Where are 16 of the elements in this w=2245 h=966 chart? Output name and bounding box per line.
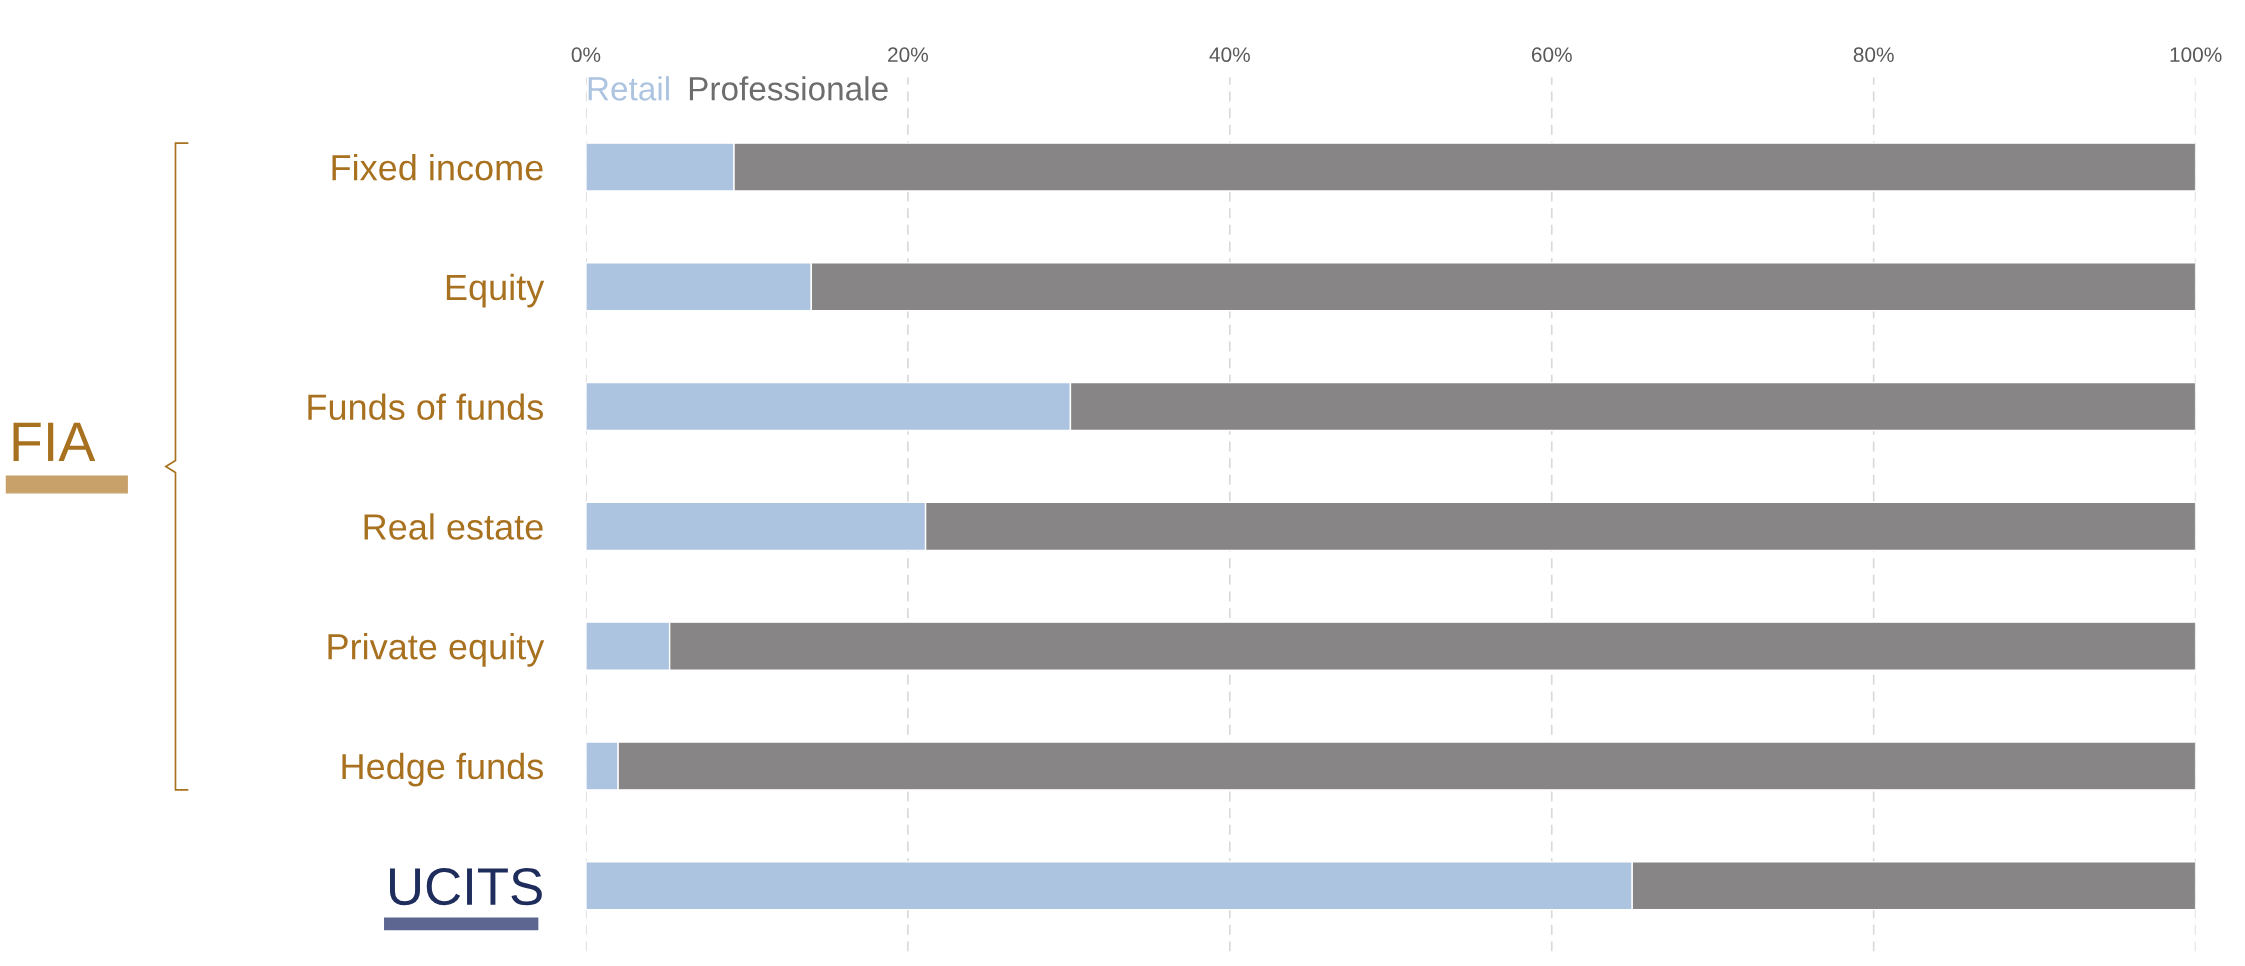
y-tick-label: Private equity — [328, 633, 545, 667]
y-tick-label: Hedge funds — [342, 752, 543, 787]
series-label: Retail — [588, 76, 669, 101]
y-tick-label: Equity — [446, 273, 545, 308]
x-tick-label: 20% — [888, 47, 928, 63]
x-tick-label: 80% — [1853, 47, 1894, 63]
y-tick-label: UCITS — [390, 867, 542, 906]
y-tick-label: Fixed income — [332, 154, 543, 181]
y-tick-label: Funds of funds — [308, 393, 543, 421]
x-tick-label: 0% — [571, 47, 601, 63]
series-label: Professionale — [689, 76, 888, 101]
text: FIA — [13, 422, 96, 461]
y-tick-label: Real estate — [364, 513, 543, 540]
x-tick-label: 40% — [1209, 47, 1250, 63]
x-tick-label: 60% — [1531, 47, 1572, 63]
x-tick-label: 100% — [2170, 47, 2222, 63]
